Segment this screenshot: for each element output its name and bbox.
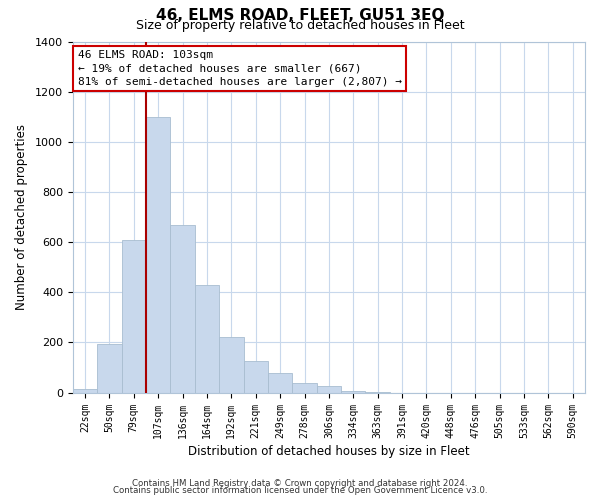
Text: Contains HM Land Registry data © Crown copyright and database right 2024.: Contains HM Land Registry data © Crown c… [132, 478, 468, 488]
Bar [268, 373, 292, 392]
Bar [219, 338, 244, 392]
Bar [195, 285, 219, 393]
Text: Contains public sector information licensed under the Open Government Licence v3: Contains public sector information licen… [113, 486, 487, 495]
X-axis label: Distribution of detached houses by size in Fleet: Distribution of detached houses by size … [188, 444, 470, 458]
Text: 46, ELMS ROAD, FLEET, GU51 3EQ: 46, ELMS ROAD, FLEET, GU51 3EQ [156, 8, 444, 22]
Bar [244, 361, 268, 392]
Bar [292, 382, 317, 392]
Bar [122, 240, 146, 392]
Y-axis label: Number of detached properties: Number of detached properties [15, 124, 28, 310]
Bar [341, 390, 365, 392]
Bar [97, 344, 122, 392]
Bar [146, 116, 170, 392]
Text: 46 ELMS ROAD: 103sqm
← 19% of detached houses are smaller (667)
81% of semi-deta: 46 ELMS ROAD: 103sqm ← 19% of detached h… [78, 50, 402, 86]
Text: Size of property relative to detached houses in Fleet: Size of property relative to detached ho… [136, 18, 464, 32]
Bar [73, 389, 97, 392]
Bar [170, 224, 195, 392]
Bar [317, 386, 341, 392]
